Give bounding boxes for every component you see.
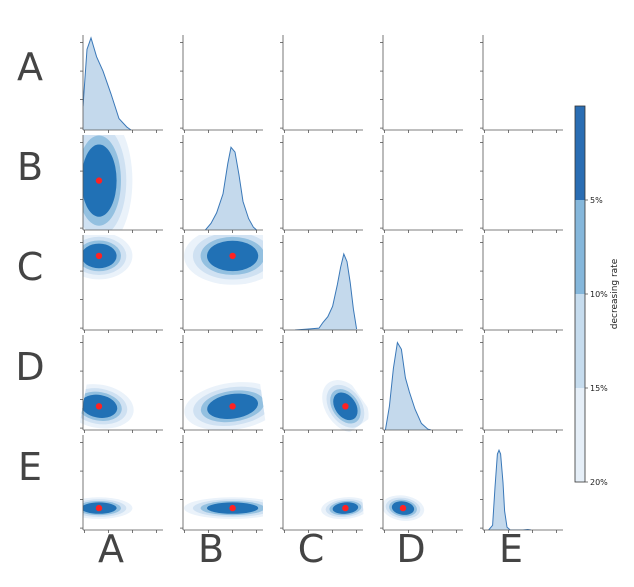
density-line-c xyxy=(294,252,358,330)
density-fill-b xyxy=(205,147,257,230)
panel-b-e xyxy=(480,135,563,233)
panel-b-c xyxy=(280,135,363,233)
panel-d-d xyxy=(380,335,463,433)
density-line-a xyxy=(83,36,132,130)
colorbar-tick-label-3: 15% xyxy=(590,384,608,393)
mean-marker xyxy=(229,504,236,512)
panel-b-b xyxy=(180,135,263,233)
panel-e-c xyxy=(280,435,365,533)
colorbar-label: decreasing rate xyxy=(610,258,620,329)
colorbar-segment-1 xyxy=(575,106,585,200)
colorbar-tick-label-1: 5% xyxy=(590,196,603,205)
row-label-b: B xyxy=(17,145,43,189)
row-label-d: D xyxy=(15,345,44,389)
colorbar-tick-label-2: 10% xyxy=(590,290,608,299)
density-fill-c xyxy=(295,254,357,330)
mean-marker xyxy=(229,252,236,260)
panel-c-a xyxy=(80,235,163,333)
mean-marker xyxy=(399,504,407,512)
mean-marker xyxy=(342,403,349,410)
panel-c-d xyxy=(380,235,463,333)
colorbar-tick-label-4: 20% xyxy=(590,478,608,487)
panel-a-d xyxy=(380,35,463,133)
density-line-d xyxy=(384,341,432,430)
mean-marker xyxy=(95,252,103,260)
panel-a-a xyxy=(80,35,163,133)
panel-a-c xyxy=(280,35,363,133)
panel-e-d xyxy=(380,435,463,533)
panel-d-a xyxy=(79,335,163,433)
panel-b-a xyxy=(80,135,163,233)
col-label-d: D xyxy=(396,527,425,571)
row-label-a: A xyxy=(17,45,43,89)
panel-d-b xyxy=(180,335,267,433)
colorbar-segment-2 xyxy=(575,200,585,294)
mean-marker xyxy=(95,403,103,410)
density-fill-d xyxy=(385,342,431,430)
col-label-b: B xyxy=(198,527,224,571)
col-label-c: C xyxy=(298,527,325,571)
panel-e-b xyxy=(180,435,263,533)
row-label-c: C xyxy=(17,245,44,289)
mean-marker xyxy=(95,177,103,184)
density-line-b xyxy=(205,146,257,230)
panel-d-c xyxy=(280,335,369,433)
density-line-e xyxy=(488,448,532,530)
mean-marker xyxy=(95,504,103,512)
colorbar-segment-3 xyxy=(575,294,585,388)
mean-marker xyxy=(342,504,349,512)
panel-a-e xyxy=(480,35,563,133)
panel-e-e xyxy=(480,435,563,533)
panel-c-b xyxy=(180,235,263,333)
colorbar-segment-4 xyxy=(575,388,585,482)
panel-c-c xyxy=(280,235,363,333)
panel-d-e xyxy=(480,335,563,433)
panel-b-d xyxy=(380,135,463,233)
panel-a-b xyxy=(180,35,263,133)
col-label-e: E xyxy=(499,527,523,571)
col-label-a: A xyxy=(98,527,124,571)
panel-e-a xyxy=(80,435,163,533)
row-label-e: E xyxy=(18,445,42,489)
colorbar: 5% 10% 15% 20% decreasing rate xyxy=(574,105,620,487)
mean-marker xyxy=(229,403,236,410)
density-fill-e xyxy=(488,450,531,530)
panel-c-e xyxy=(480,235,563,333)
